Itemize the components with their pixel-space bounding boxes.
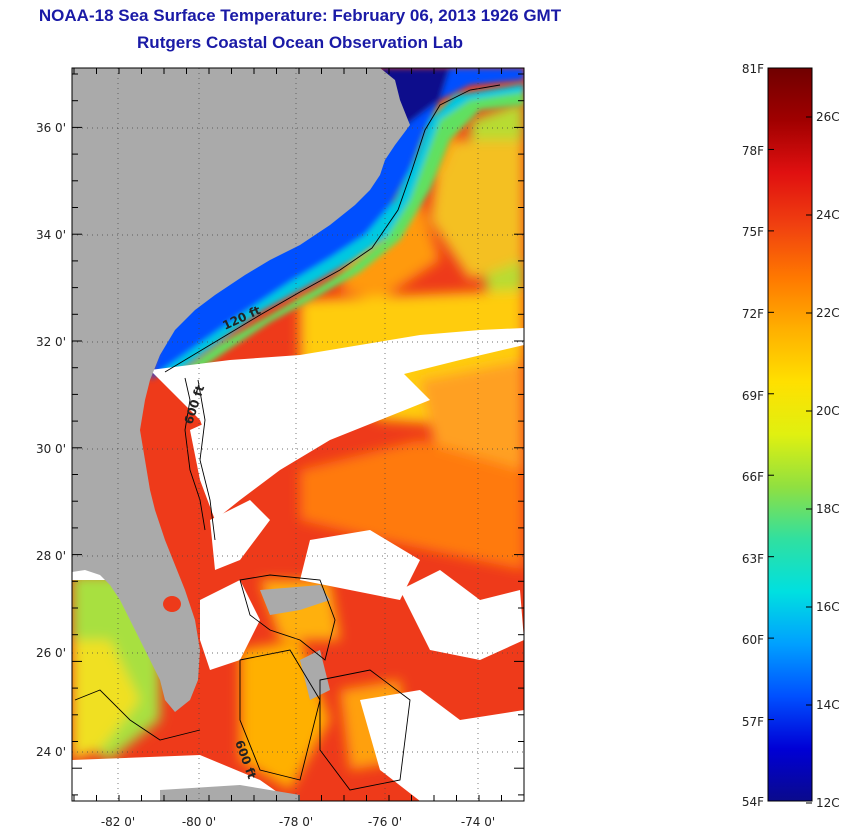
map-frame [71,67,525,802]
lon-label-82: -82 0' [101,815,135,829]
isobath-gulf [74,689,201,741]
lat-label-26: 26 0' [36,646,66,660]
cb-f-81: 81F [742,62,764,76]
cb-f-54: 54F [742,795,764,809]
latitude-axis: 36 0' 34 0' 32 0' 30 0' 28 0' 26 0' 24 0… [36,121,66,759]
lat-label-30: 30 0' [36,442,66,456]
cloud-band-3 [210,500,270,570]
cb-f-72: 72F [742,307,764,321]
cb-f-75: 75F [742,225,764,239]
lat-label-28: 28 0' [36,549,66,563]
map-plot-area: 120 ft 600 ft 600 ft [72,68,524,801]
cb-f-69: 69F [742,389,764,403]
cb-f-78: 78F [742,144,764,158]
map-subtitle: Rutgers Coastal Ocean Observation Lab [137,33,463,52]
cb-f-66: 66F [742,470,764,484]
orange-band-south [300,440,524,570]
cloud-band-6 [400,570,524,660]
cloud-band-2 [190,370,430,520]
cb-c-14: 14C [816,698,840,712]
lat-label-34: 34 0' [36,228,66,242]
cb-f-57: 57F [742,715,764,729]
colorbar-celsius-labels: 26C 24C 22C 20C 18C 16C 14C 12C [816,110,840,810]
map-grid [72,68,524,801]
land [72,68,410,801]
lon-label-80: -80 0' [182,815,216,829]
colorbar-fahrenheit-labels: 81F 78F 75F 72F 69F 66F 63F 60F 57F 54F [742,62,764,809]
colorbar-ramp [767,67,813,802]
isobath-florida-2 [197,379,216,541]
cold-water-green [175,92,524,380]
cb-c-26: 26C [816,110,840,124]
cb-c-22: 22C [816,306,840,320]
bahamas-island-1 [260,585,330,615]
axis-ticks [72,68,524,801]
cuba-coast [160,785,300,801]
cb-c-20: 20C [816,404,840,418]
isobath-bahamas-2 [239,649,321,781]
cb-c-12: 12C [816,796,840,810]
isobath-bahamas-3 [319,669,411,791]
cb-c-18: 18C [816,502,840,516]
gulf-yellow [72,640,140,760]
lat-label-24: 24 0' [36,745,66,759]
isobath-600ft-florida [184,377,206,531]
map-title: NOAA-18 Sea Surface Temperature: Februar… [38,6,562,25]
lon-label-78: -78 0' [279,815,313,829]
lat-label-32: 32 0' [36,335,66,349]
cb-f-63: 63F [742,552,764,566]
cb-c-24: 24C [816,208,840,222]
temperature-colorbar: 81F 78F 75F 72F 69F 66F 63F 60F 57F 54F … [742,62,840,810]
lon-label-74: -74 0' [461,815,495,829]
cloud-band-4 [300,530,420,600]
cloud-band-5 [200,580,260,670]
cold-water-blue [150,68,524,380]
colorbar-ticks [768,67,812,804]
cb-c-16: 16C [816,600,840,614]
bahamas-island-2 [300,650,330,700]
warm-front-east [430,140,524,280]
isobath-bahamas-1 [239,574,336,661]
lake-okeechobee [163,596,181,612]
lat-label-36: 36 0' [36,121,66,135]
us-mainland [72,68,410,712]
cb-f-60: 60F [742,633,764,647]
longitude-axis: -82 0' -80 0' -78 0' -76 0' -74 0' [101,815,495,829]
lon-label-76: -76 0' [368,815,402,829]
